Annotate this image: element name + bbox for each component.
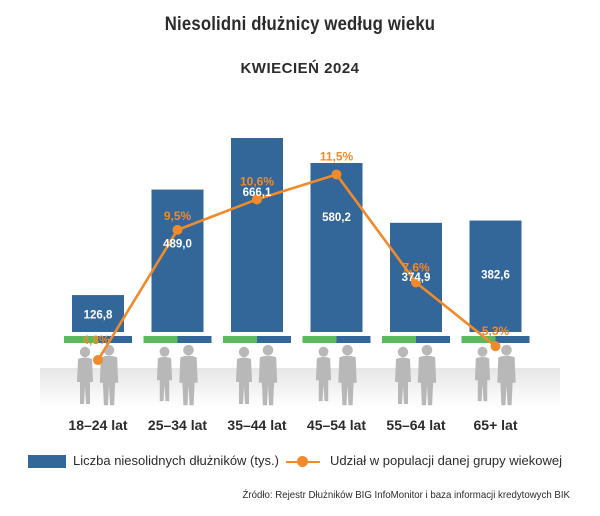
person-silhouette — [474, 346, 491, 402]
line-point-3 — [252, 194, 262, 205]
legend-bar-swatch — [28, 455, 66, 468]
stripe-green — [461, 336, 496, 343]
stripe-blue — [98, 336, 132, 343]
person-silhouette — [338, 344, 357, 406]
line-point-2 — [172, 224, 183, 235]
bar-1 — [72, 295, 124, 332]
chart-subtitle: KWIECIEŃ 2024 — [240, 60, 360, 77]
line-point-4 — [331, 169, 342, 180]
stripe-blue — [257, 336, 291, 343]
line-value-label: 9,5% — [164, 209, 192, 223]
bar-3 — [231, 138, 283, 332]
line-value-label: 4,8% — [82, 333, 110, 347]
category-label: 45–54 lat — [307, 417, 366, 433]
person-silhouette — [497, 344, 516, 406]
bar-6 — [469, 220, 522, 332]
stripe-green — [143, 336, 178, 343]
person-silhouette — [156, 346, 173, 402]
line-value-label: 5,3% — [482, 324, 510, 338]
bar-value-label: 374,9 — [402, 272, 431, 284]
stripe-blue — [495, 336, 530, 343]
stripe-blue — [177, 336, 212, 343]
bar-2 — [151, 189, 204, 332]
category-label: 55–64 lat — [386, 417, 445, 433]
line-point-1 — [93, 355, 103, 366]
person-silhouette — [258, 344, 278, 406]
legend-line-label: Udział w populacji danej grupy wiekowej — [330, 453, 562, 468]
line-value-label: 11,5% — [320, 149, 354, 163]
chart-plot: 126,8 18–24 lat 489,0 25–34 lat 666,1 35–44 l… — [40, 138, 560, 433]
bar-5 — [390, 222, 442, 332]
bar-value-label: 382,6 — [481, 270, 510, 282]
person-silhouette — [77, 346, 93, 404]
person-silhouette — [179, 344, 198, 406]
bar-value-label: 489,0 — [163, 239, 192, 251]
stripe-green — [223, 336, 257, 343]
line-layer — [93, 169, 501, 366]
bar-4 — [310, 163, 363, 332]
line-point-5 — [411, 277, 421, 288]
person-silhouette — [315, 346, 332, 402]
line-value-label: 10,6% — [240, 174, 274, 188]
stripe-green — [382, 336, 416, 343]
category-label: 18–24 lat — [68, 417, 127, 433]
category-label: 25–34 lat — [148, 417, 207, 433]
line-value-label: 7,6% — [402, 260, 430, 274]
chart-title: Niesolidni dłużnicy według wieku — [164, 14, 436, 35]
bar-value-label: 666,1 — [243, 187, 272, 199]
floor-shade — [40, 368, 560, 408]
stripe-green — [64, 336, 98, 343]
legend-line-marker — [297, 456, 308, 467]
stripe-blue — [416, 336, 450, 343]
legend: Liczba niesolidnych dłużników (tys.) Udz… — [0, 452, 600, 472]
bars-layer — [64, 138, 530, 343]
person-silhouette — [417, 344, 437, 406]
source-note: Źródło: Rejestr Dłużników BIG InfoMonito… — [242, 489, 570, 501]
bar-value-label: 126,8 — [84, 310, 113, 322]
category-label: 65+ lat — [474, 417, 518, 433]
stripe-green — [302, 336, 337, 343]
bar-value-label: 580,2 — [322, 212, 351, 224]
person-silhouette — [236, 346, 252, 404]
stripe-blue — [336, 336, 371, 343]
category-label: 35–44 lat — [227, 417, 286, 433]
person-silhouette — [395, 346, 411, 404]
legend-bar-label: Liczba niesolidnych dłużników (tys.) — [73, 453, 279, 468]
labels-layer: 126,8 18–24 lat 489,0 25–34 lat 666,1 35–44 l… — [68, 149, 517, 433]
person-silhouettes-icon — [77, 344, 516, 406]
line-series — [96, 173, 497, 361]
line-point-6 — [490, 341, 501, 352]
